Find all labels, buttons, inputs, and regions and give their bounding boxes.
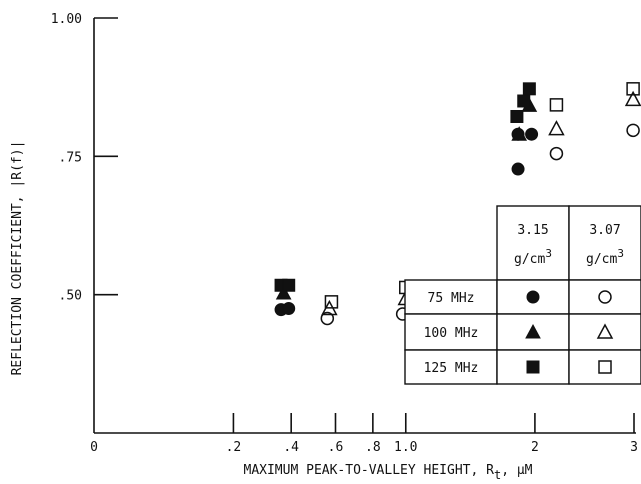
x-origin-label: 0 bbox=[90, 440, 98, 455]
open-circle-point bbox=[626, 123, 640, 138]
y-tick-label-0: .50 bbox=[59, 289, 82, 304]
filled-square-point bbox=[522, 82, 536, 96]
x-tick-label-4: 1.0 bbox=[394, 440, 417, 455]
legend-open-triangle-icon bbox=[596, 323, 614, 339]
y-tick-label-2: 1.00 bbox=[51, 12, 82, 27]
open-circle-point bbox=[549, 146, 564, 161]
legend-density-2-unit: g/cm3 bbox=[586, 247, 624, 267]
legend-row-3-label-cell bbox=[404, 349, 498, 385]
filled-square-point bbox=[517, 94, 531, 108]
x-tick-label-0: .2 bbox=[226, 440, 242, 455]
legend-row-3-open-cell bbox=[568, 349, 641, 385]
filled-circle-point bbox=[511, 162, 525, 176]
x-tick-label-5: 2 bbox=[531, 440, 539, 455]
x-axis-label-unit: , μM bbox=[501, 463, 532, 478]
legend-row-1-open-cell bbox=[568, 279, 641, 315]
legend-row-1-label-cell bbox=[404, 279, 498, 315]
legend-row-2-open-cell bbox=[568, 313, 641, 351]
filled-circle-point bbox=[282, 302, 296, 315]
open-square-point bbox=[324, 295, 339, 309]
x-tick-label-1: .4 bbox=[283, 440, 299, 455]
open-triangle-point bbox=[548, 120, 565, 136]
filled-circle-point bbox=[525, 127, 539, 141]
x-tick-label-2: .6 bbox=[328, 440, 344, 455]
chart-axes: 0 .2 .4 .6 .8 1.0 2 3 .50 .75 1.00 bbox=[51, 12, 638, 455]
x-tick-label-3: .8 bbox=[365, 440, 381, 455]
legend-open-circle-icon bbox=[598, 290, 612, 304]
legend-density-2: 3.07 bbox=[589, 223, 620, 238]
y-axis-label: REFLECTION COEFFICIENT, |R(f)| bbox=[10, 141, 25, 376]
legend-label-75mhz: 75 MHz bbox=[428, 291, 475, 306]
open-triangle-point bbox=[624, 90, 641, 107]
open-square-point bbox=[626, 82, 640, 96]
legend-density-1-unit: g/cm3 bbox=[514, 247, 552, 267]
legend-row-2-label-cell bbox=[404, 313, 498, 351]
x-axis-label-main: MAXIMUM PEAK-TO-VALLEY HEIGHT, R bbox=[244, 463, 495, 478]
filled-triangle-point bbox=[511, 126, 528, 141]
open-square-point bbox=[549, 98, 564, 112]
legend-table: 3.15 g/cm3 3.07 g/cm3 75 MHz 100 MHz 125… bbox=[404, 205, 641, 385]
legend-filled-square-icon bbox=[526, 360, 540, 374]
filled-triangle-point bbox=[275, 284, 292, 300]
x-axis-label: MAXIMUM PEAK-TO-VALLEY HEIGHT, Rt, μM bbox=[244, 463, 533, 482]
filled-square-point bbox=[282, 278, 296, 292]
open-circle-point bbox=[320, 311, 335, 326]
filled-square-point bbox=[510, 109, 524, 123]
legend-header-cell-2 bbox=[568, 205, 641, 281]
legend-filled-circle-icon bbox=[526, 290, 540, 304]
legend-filled-triangle-icon bbox=[525, 323, 541, 339]
legend-label-125mhz: 125 MHz bbox=[424, 361, 479, 376]
x-tick-label-6: 3 bbox=[630, 440, 638, 455]
legend-open-square-icon bbox=[598, 360, 612, 374]
y-tick-label-1: .75 bbox=[59, 150, 82, 165]
x-axis-label-subscript: t bbox=[494, 468, 501, 482]
legend-label-100mhz: 100 MHz bbox=[424, 326, 479, 341]
legend-density-1: 3.15 bbox=[517, 223, 548, 238]
legend-header-cell-1 bbox=[496, 205, 570, 281]
